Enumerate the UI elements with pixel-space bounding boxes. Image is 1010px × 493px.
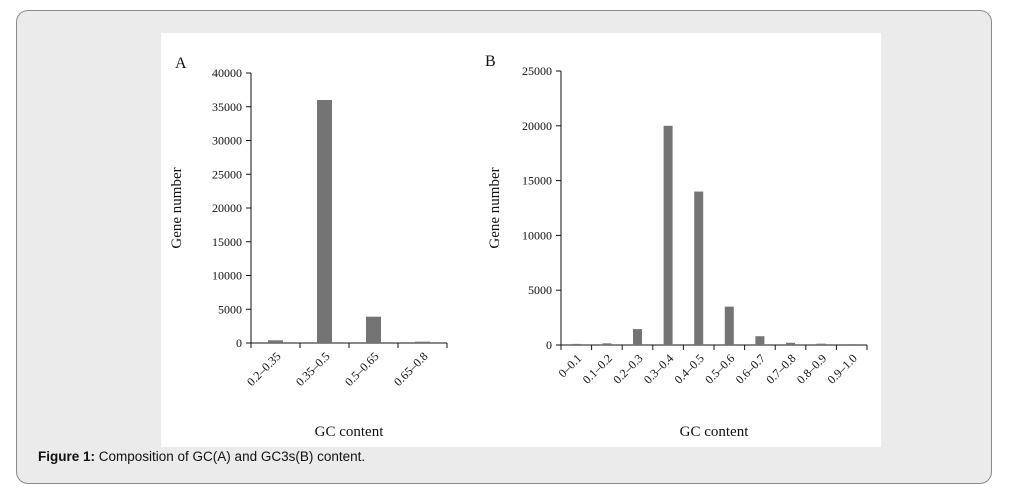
chart-b-bar (633, 329, 642, 345)
chart-a-x-tick-label: 0.65–0.8 (391, 349, 431, 389)
chart-b-bar (816, 343, 826, 345)
chart-b-y-tick-label: 5000 (528, 283, 552, 297)
chart-b-y-tick-label: 20000 (522, 119, 552, 133)
chart-a-y-tick-label: 10000 (212, 269, 242, 283)
chart-a-y-tick-label: 15000 (212, 235, 242, 249)
chart-b-x-tick-label: 0.4–0.5 (671, 351, 706, 386)
chart-b-bar (847, 344, 857, 345)
chart-b-x-tick-label: 0.3–0.4 (641, 351, 676, 386)
chart-b-bar (755, 336, 765, 345)
chart-a-y-tick-label: 25000 (212, 167, 242, 181)
chart-b-y-axis-title: Gene number (487, 167, 503, 248)
chart-b-x-axis-title: GC content (680, 424, 750, 440)
chart-a-bar (268, 340, 283, 343)
chart-b-bar (602, 343, 612, 345)
figure-image-area: A 0 5000 10000 15000 20000 25000 30000 35000 4000… (161, 33, 881, 447)
chart-b-x-tick-label: 0.9–1.0 (824, 351, 859, 386)
chart-b-bar (694, 191, 704, 345)
chart-a-x-tick-label: 0.35–0.5 (293, 349, 333, 389)
caption-label: Figure 1: (38, 449, 96, 464)
figure-frame: A 0 5000 10000 15000 20000 25000 30000 35000 4000… (16, 10, 992, 484)
chart-b-x-tick-label: 0.5–0.6 (702, 351, 737, 386)
chart-b-x-tick-label: 0.6–0.7 (733, 351, 768, 386)
chart-a-y-tick-label: 40000 (212, 66, 242, 80)
chart-a-y-tick-label: 0 (236, 336, 242, 350)
chart-a-x-tick-label: 0.2–0.35 (244, 349, 284, 389)
chart-b-x-tick-label: 0.2–0.3 (610, 351, 645, 386)
chart-a-x-tick-label: 0.5–0.65 (342, 349, 382, 389)
chart-b-y-tick-label: 25000 (522, 64, 552, 78)
chart-b-x-tick-label: 0.7–0.8 (763, 351, 798, 386)
figure-caption: Figure 1: Composition of GC(A) and GC3s(… (38, 449, 365, 464)
chart-b-panel-label: B (485, 53, 496, 70)
chart-a-y-tick-label: 30000 (212, 134, 242, 148)
chart-a-bar (317, 100, 332, 343)
chart-a-y-axis-title: Gene number (169, 167, 185, 248)
chart-a-bar (415, 341, 430, 343)
chart-a-y-tick-label: 5000 (218, 302, 242, 316)
chart-b-y-tick-label: 15000 (522, 174, 552, 188)
caption-text: Composition of GC(A) and GC3s(B) content… (95, 449, 366, 464)
chart-b-y-tick-label: 10000 (522, 228, 552, 242)
chart-a-x-axis-title: GC content (315, 424, 385, 440)
chart-b-y-tick-label: 0 (546, 338, 552, 352)
chart-b-bar (663, 125, 673, 345)
chart-b-x-tick-label: 0.8–0.9 (794, 351, 829, 386)
chart-b-bar (724, 306, 734, 345)
chart-a-bar (366, 316, 381, 343)
chart-a-y-tick-label: 20000 (212, 201, 242, 215)
chart-b-bar (571, 343, 581, 345)
chart-b-x-tick-label: 0.1–0.2 (580, 351, 615, 386)
charts-svg: A 0 5000 10000 15000 20000 25000 30000 35000 4000… (169, 53, 868, 440)
chart-a-y-tick-label: 35000 (212, 100, 242, 114)
chart-b-bar (786, 342, 795, 345)
chart-a-panel-label: A (175, 55, 187, 72)
